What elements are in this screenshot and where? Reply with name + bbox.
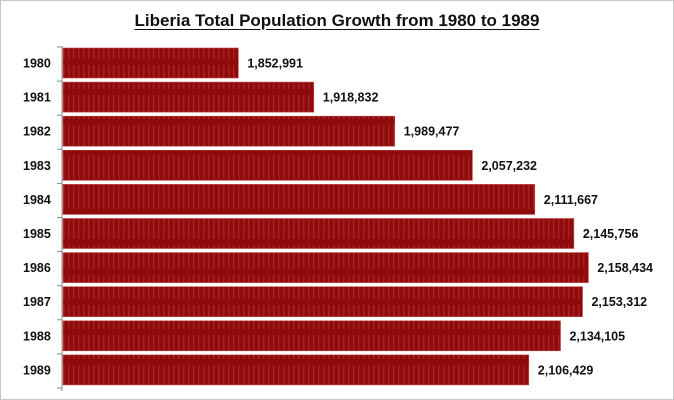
y-tick-label: 1987 [23, 295, 51, 309]
y-tick-label: 1981 [23, 91, 51, 105]
bar-1981 [62, 81, 315, 113]
y-tick-label: 1982 [23, 125, 51, 139]
data-label: 2,158,434 [597, 261, 653, 275]
bar-1986 [62, 252, 589, 283]
y-tick-label: 1983 [23, 159, 51, 173]
bar-1985 [62, 218, 575, 249]
bar-1982 [62, 115, 396, 147]
data-label: 2,134,105 [569, 329, 625, 343]
y-tick-label: 1986 [23, 261, 51, 275]
chart-title: Liberia Total Population Growth from 198… [134, 11, 540, 30]
data-label: 1,989,477 [404, 125, 460, 139]
y-tick-label: 1985 [23, 227, 51, 241]
y-tick-label: 1988 [23, 329, 51, 343]
y-tick-label: 1984 [23, 193, 51, 207]
data-label: 2,111,667 [544, 193, 598, 207]
y-tick-label: 1980 [23, 57, 51, 71]
y-tick-label: 1989 [23, 363, 51, 377]
bar-1988 [62, 320, 561, 352]
data-label: 2,057,232 [481, 159, 537, 173]
data-label: 1,852,991 [247, 57, 303, 71]
data-label: 2,106,429 [538, 363, 594, 377]
bar-1989 [62, 354, 530, 386]
data-label: 2,145,756 [583, 227, 639, 241]
data-label: 2,153,312 [591, 295, 647, 309]
bar-1987 [62, 286, 583, 318]
bar-1983 [62, 150, 473, 181]
bar-1980 [62, 47, 239, 79]
data-label: 1,918,832 [323, 91, 379, 105]
bar-1984 [62, 184, 536, 215]
